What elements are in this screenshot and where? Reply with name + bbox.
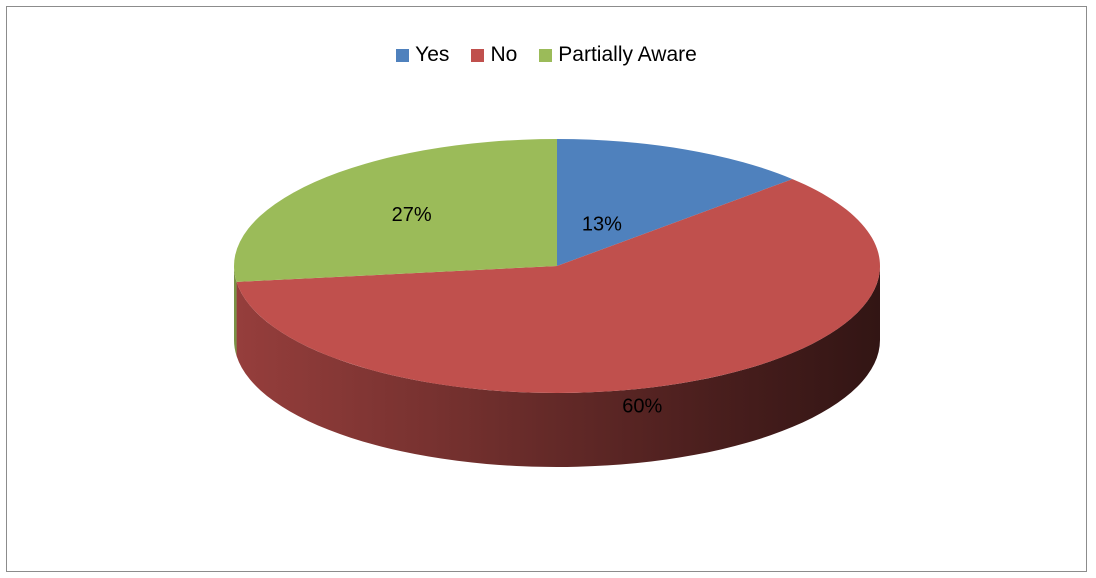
legend-entry-partially-aware: Partially Aware [539, 43, 697, 67]
data-label-yes: 13% [582, 213, 622, 235]
pie-top [234, 139, 880, 394]
legend-label-partially-aware: Partially Aware [558, 43, 697, 66]
pie-sides [234, 266, 881, 467]
data-label-partially-aware: 27% [392, 204, 432, 226]
legend-swatch-partially-aware [539, 48, 553, 62]
chart-area: Yes No Partially Aware 13% 60% 27% [6, 6, 1087, 572]
legend-swatch-yes [396, 48, 410, 62]
legend-swatch-no [471, 48, 485, 62]
pie-labels: 13% 60% 27% [392, 204, 663, 417]
pie-chart: 13% 60% 27% [234, 139, 881, 467]
pie-slice-yes [557, 139, 793, 266]
pie-side-no [236, 266, 881, 467]
legend-entry-yes: Yes [396, 43, 449, 67]
legend: Yes No Partially Aware [7, 43, 1086, 67]
pie-side-partially-aware [234, 266, 237, 356]
legend-label-yes: Yes [415, 43, 450, 66]
data-label-no: 60% [622, 395, 662, 417]
legend-label-no: No [490, 43, 518, 66]
legend-entry-no: No [471, 43, 517, 67]
pie-slice-no [236, 179, 880, 394]
pie-slice-partially-aware [234, 139, 557, 282]
